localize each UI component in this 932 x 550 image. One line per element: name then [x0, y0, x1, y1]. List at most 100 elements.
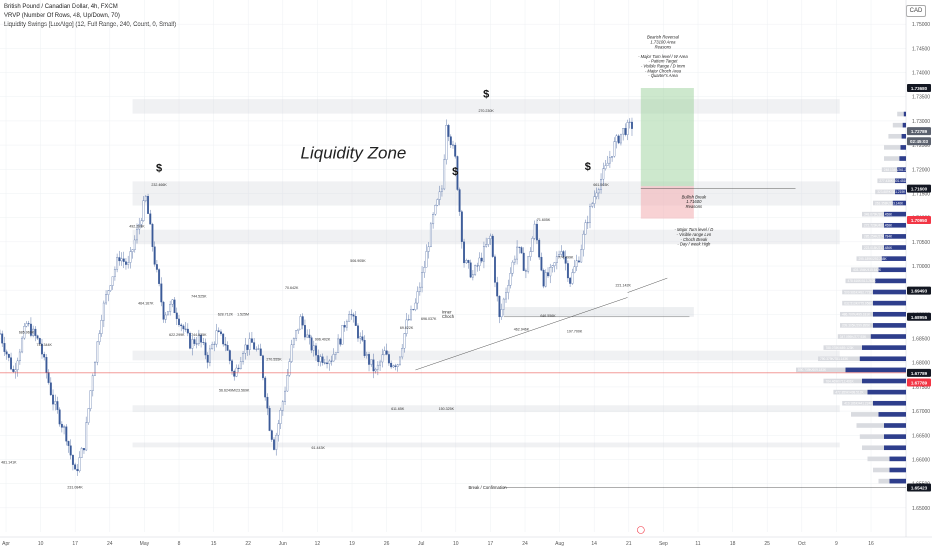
currency-badge[interactable]: CAD: [906, 5, 926, 17]
candle: [392, 365, 395, 368]
price-axis-badge-text: 1.68955: [911, 315, 928, 320]
candle: [242, 353, 245, 362]
bearish-reversal-note: 1.73100 Area: [650, 39, 676, 44]
candle: [125, 261, 127, 265]
candle: [129, 251, 132, 263]
candle: [498, 295, 501, 318]
swing-volume-label: 56.6249M/23.569K: [219, 389, 250, 393]
candle: [412, 309, 415, 311]
swing-volume-label: 622.299K: [169, 333, 185, 337]
break-confirmation-note: Break / Confirmation: [468, 485, 507, 490]
candle: [513, 258, 516, 263]
candle: [60, 423, 63, 428]
vp-bar-up: [884, 245, 906, 250]
swing-volume-label: 150.325K: [439, 407, 455, 411]
price-tick-label: 1.67000: [912, 409, 930, 415]
candle: [551, 265, 554, 268]
time-tick-label: 17: [488, 541, 494, 547]
vp-bar: [881, 167, 906, 172]
candle: [1, 333, 4, 344]
candle: [485, 244, 488, 247]
legend-liquidity-line: Liquidity Swings [LuxAlgo] (12, Full Ran…: [4, 22, 177, 28]
candle: [47, 372, 50, 383]
swing-volume-label: 996.402K: [315, 337, 331, 341]
candle: [460, 211, 463, 242]
swing-volume-label: 661.503K: [593, 183, 609, 187]
candle: [410, 309, 412, 320]
price-axis-badge: [907, 483, 931, 492]
candle: [471, 274, 474, 278]
candle: [155, 264, 158, 270]
candle: [80, 448, 83, 458]
time-tick-label: 16: [868, 541, 874, 547]
candle: [613, 141, 616, 157]
candle: [345, 321, 348, 328]
candle: [118, 257, 121, 262]
reasons-note: - Choch Break: [680, 237, 708, 242]
swing-volume-label: 464.167K: [138, 302, 154, 306]
candle: [237, 367, 240, 369]
candle: [562, 251, 565, 258]
candle: [527, 256, 530, 272]
candle: [169, 304, 172, 312]
vp-bar-up: [881, 256, 906, 261]
candle: [604, 165, 607, 169]
candle: [297, 328, 300, 331]
price-tick-label: 1.75000: [912, 22, 930, 28]
candle: [312, 345, 315, 351]
vp-bar-up: [873, 289, 906, 295]
candle: [224, 343, 227, 346]
vp-bar-label: 347.099K/277.93K: [840, 335, 867, 339]
vp-bar-up: [895, 189, 906, 195]
candle: [441, 188, 443, 192]
price-tick-label: 1.74500: [912, 46, 930, 52]
candle: [120, 258, 123, 262]
vp-bar-label: 295.189K/292.258K: [859, 257, 888, 261]
legend-vrvp-line: VRVP (Number Of Rows, 48, Up/Down, 70): [4, 13, 120, 19]
price-axis-badge-text: 02:45:03: [910, 139, 929, 144]
price-axis-badge-text: 1.69493: [911, 289, 928, 294]
candle: [540, 256, 543, 271]
swing-volume-label: 71.605K: [537, 218, 551, 222]
candle: [315, 345, 317, 356]
vp-bar-label: 764.469K/712.401K: [826, 379, 855, 383]
vp-bar-up: [889, 456, 906, 462]
candle: [259, 348, 262, 356]
candle: [193, 339, 196, 344]
zone-mid: [132, 350, 840, 361]
time-tick-label: 24: [522, 541, 528, 547]
candle: [149, 213, 152, 225]
candle: [414, 302, 417, 310]
candle: [531, 238, 534, 252]
candle: [432, 214, 435, 225]
candle: [180, 324, 183, 327]
candle: [195, 343, 198, 345]
vp-bar-up: [901, 133, 906, 139]
bearish-reversal-note: Bearish Reversal: [647, 35, 680, 40]
time-tick-label: Aug: [555, 541, 564, 547]
candle: [206, 354, 209, 363]
candle: [231, 360, 233, 372]
vp-bar: [884, 156, 906, 161]
price-tick-label: 1.66000: [912, 457, 930, 463]
candle: [542, 270, 545, 287]
time-tick-label: Sep: [659, 541, 668, 547]
candle: [18, 351, 21, 362]
candle: [465, 260, 468, 264]
price-tick-label: 1.70000: [912, 264, 930, 270]
candle: [407, 319, 410, 321]
price-tick-label: 1.65000: [912, 506, 930, 512]
dollar-liquidity-marker: $: [585, 161, 591, 173]
candle: [376, 364, 379, 370]
candle: [381, 354, 384, 363]
candle: [127, 262, 130, 265]
candle: [202, 342, 205, 343]
candle: [21, 337, 24, 353]
time-tick-label: Apr: [2, 541, 10, 547]
time-tick-label: 8: [178, 541, 181, 547]
candle: [14, 369, 17, 372]
candle: [49, 382, 52, 396]
candle: [273, 439, 275, 450]
candle: [511, 261, 514, 274]
